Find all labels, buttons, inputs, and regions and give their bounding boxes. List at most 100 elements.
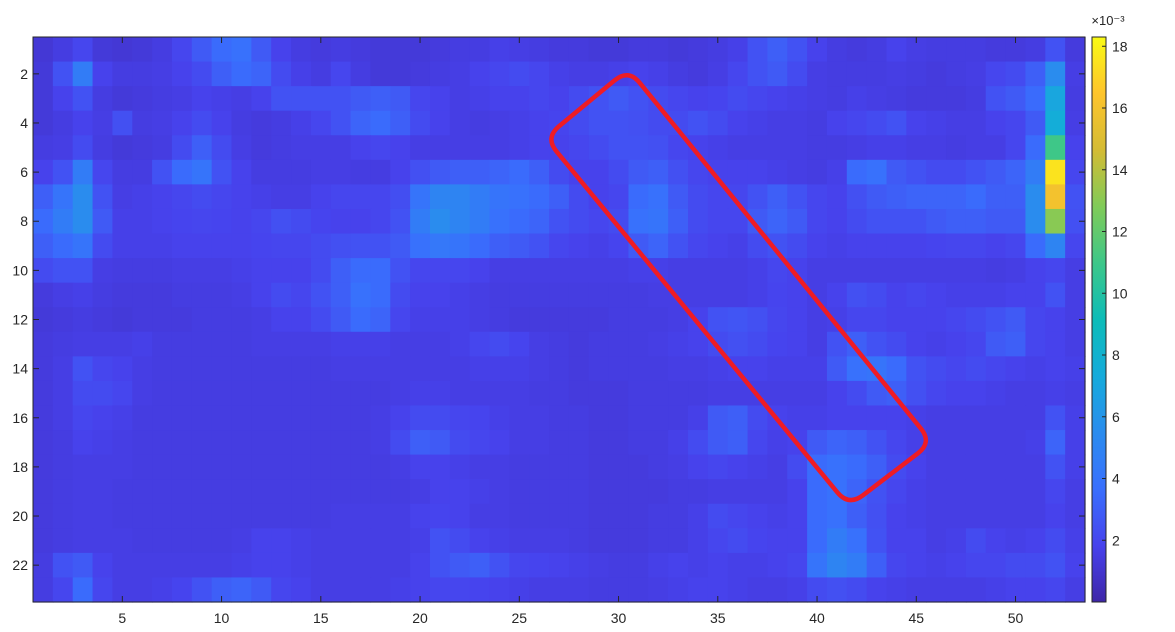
heatmap-cell (727, 380, 749, 407)
heatmap-cell (449, 380, 471, 407)
heatmap-cell (529, 258, 550, 284)
x-tick-label: 35 (710, 610, 726, 626)
heatmap-cell (211, 159, 233, 185)
heatmap-cell (350, 380, 372, 407)
heatmap-cell (807, 258, 828, 284)
heatmap-cell (965, 331, 987, 357)
heatmap-cell (707, 86, 729, 112)
heatmap-cell (231, 503, 252, 529)
heatmap-cell (52, 61, 74, 87)
heatmap-cell (946, 479, 967, 505)
heatmap-cell (152, 307, 173, 333)
heatmap-cell (1045, 430, 1066, 456)
heatmap-cell (33, 528, 54, 554)
heatmap-cell (72, 282, 94, 308)
heatmap-cell (965, 380, 987, 407)
heatmap-cell (291, 405, 312, 431)
heatmap-cell (688, 135, 709, 161)
heatmap-cell (767, 331, 788, 357)
heatmap-cell (390, 86, 411, 112)
heatmap-cell (727, 282, 749, 308)
heatmap-cell (727, 479, 749, 505)
heatmap-cell (132, 479, 153, 505)
heatmap-cell (72, 356, 94, 382)
heatmap-cell (33, 86, 54, 112)
heatmap-cell (52, 356, 74, 382)
heatmap-cell (469, 208, 491, 235)
heatmap-cell (449, 454, 471, 480)
heatmap-cell (449, 552, 471, 579)
heatmap-cell (449, 282, 471, 308)
heatmap-cell (1005, 135, 1027, 161)
heatmap-cell (529, 159, 550, 185)
heatmap-cell (549, 454, 570, 480)
heatmap-cell (251, 159, 272, 185)
heatmap-cell (727, 110, 749, 136)
x-tick-label: 15 (313, 610, 329, 626)
heatmap-cell (171, 405, 193, 431)
heatmap-cell (1025, 159, 1046, 185)
heatmap-cell (886, 528, 907, 554)
heatmap-cell (509, 380, 530, 407)
heatmap-cell (112, 61, 133, 87)
heatmap-cell (608, 282, 630, 308)
heatmap-cell (886, 503, 907, 529)
heatmap-cell (807, 307, 828, 333)
heatmap-cell (370, 159, 391, 185)
heatmap-cell (549, 577, 570, 603)
heatmap-cell (33, 405, 54, 431)
heatmap-cell (807, 86, 828, 112)
heatmap-cell (608, 577, 630, 603)
heatmap-cell (926, 356, 947, 382)
heatmap-cell (33, 110, 54, 136)
heatmap-cell (946, 405, 967, 431)
heatmap-cell (707, 135, 729, 161)
heatmap-cell (608, 430, 630, 456)
heatmap-cell (866, 37, 888, 63)
heatmap-cell (549, 258, 570, 284)
heatmap-cell (906, 110, 927, 136)
heatmap-cell (410, 454, 431, 480)
heatmap-cell (926, 184, 947, 210)
heatmap-cell (211, 552, 233, 579)
heatmap-cell (826, 528, 848, 554)
heatmap-cell (52, 159, 74, 185)
heatmap-cell (747, 528, 769, 554)
heatmap-cell (846, 405, 868, 431)
heatmap-cell (271, 61, 292, 87)
heatmap-cell (846, 61, 868, 87)
heatmap-cell (92, 405, 113, 431)
heatmap-cell (171, 282, 193, 308)
heatmap-cell (72, 159, 94, 185)
heatmap-cell (866, 208, 888, 235)
heatmap-cell (906, 258, 927, 284)
heatmap-cell (946, 184, 967, 210)
heatmap-cell (807, 159, 828, 185)
heatmap-cell (410, 528, 431, 554)
heatmap-cell (747, 86, 769, 112)
heatmap-cell (112, 86, 133, 112)
heatmap-cell (92, 307, 113, 333)
heatmap-cell (251, 577, 272, 603)
heatmap-cell (271, 208, 292, 235)
heatmap-cell (310, 577, 332, 603)
heatmap-cell (52, 503, 74, 529)
heatmap-cell (707, 307, 729, 333)
heatmap-cell (112, 208, 133, 235)
heatmap-cell (608, 356, 630, 382)
heatmap-cell (350, 331, 372, 357)
heatmap-cell (33, 454, 54, 480)
heatmap-cell (628, 37, 649, 63)
heatmap-cell (410, 552, 431, 579)
heatmap-cell (489, 503, 510, 529)
heatmap-cell (330, 282, 352, 308)
heatmap-cell (410, 331, 431, 357)
heatmap-cell (33, 258, 54, 284)
heatmap-cell (787, 356, 808, 382)
heatmap-cell (429, 135, 451, 161)
heatmap-cell (509, 135, 530, 161)
heatmap-cell (92, 135, 113, 161)
heatmap-cell (489, 282, 510, 308)
heatmap-cell (926, 380, 947, 407)
heatmap-cell (171, 307, 193, 333)
